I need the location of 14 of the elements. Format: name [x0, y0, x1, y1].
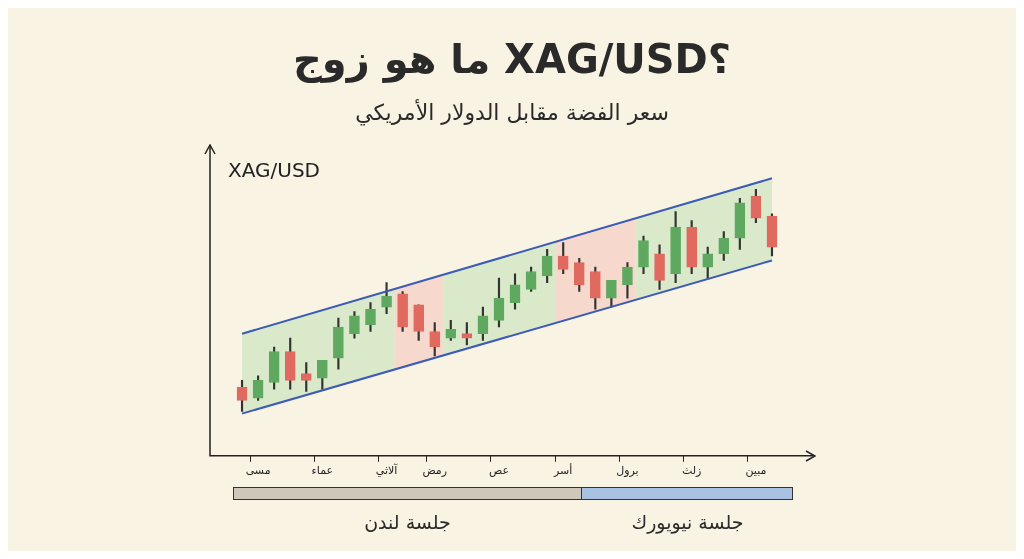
text: جلسة نيويورك [630, 511, 745, 533]
x-tick-label: آلاثي [375, 463, 399, 478]
x-tick-label: عماء [311, 464, 334, 478]
chart-title: ما هو زوج XAG/USD؟ [292, 36, 732, 82]
x-tick-label: برول [616, 464, 639, 478]
x-tick-label: رمض [422, 464, 448, 478]
x-tick-label: عص [488, 464, 509, 478]
x-tick-label: مبين [745, 464, 767, 478]
x-tick-label: زلث [681, 464, 702, 478]
text: جلسة لندن [363, 511, 452, 533]
x-tick-label: مسى [245, 464, 271, 478]
y-axis-title: XAG/USD [228, 158, 321, 183]
x-tick-label: أسر [553, 463, 573, 478]
chart-subtitle: سعر الفضة مقابل الدولار الأمريكي [354, 100, 670, 125]
